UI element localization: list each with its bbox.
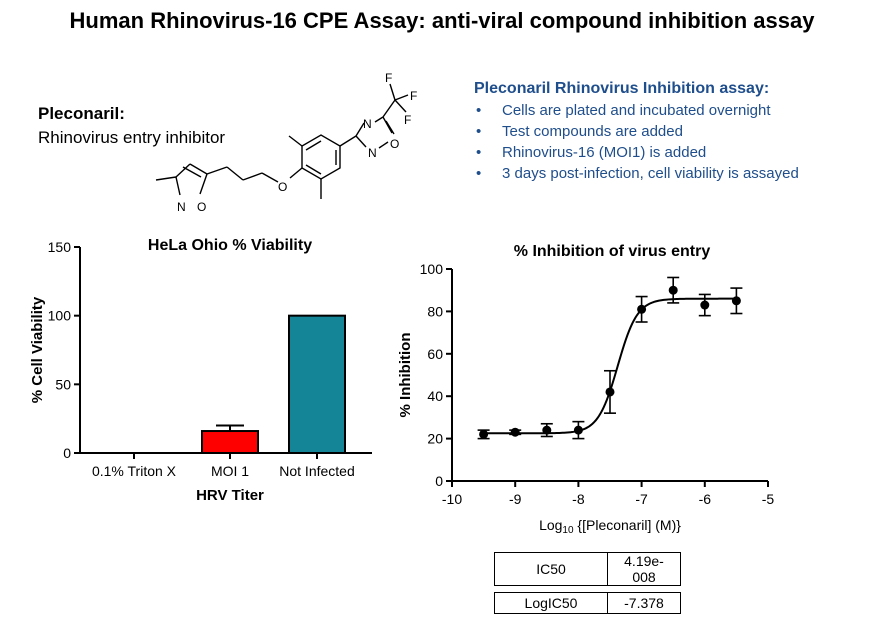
x-tick-label: MOI 1: [211, 463, 249, 479]
compound-info: Pleconaril: Rhinovirus entry inhibitor: [38, 102, 225, 150]
x-tick-label: -7: [635, 491, 648, 507]
data-point: [479, 429, 489, 439]
dose-chart-xlabel: Log10 {[Pleconaril] (M)}: [539, 517, 681, 536]
atom-label: N: [177, 200, 186, 214]
bar: [201, 430, 259, 455]
assay-step: Test compounds are added: [474, 121, 799, 142]
xlabel-suffix: {[Pleconaril] (M)}: [574, 517, 682, 533]
x-tick-label: -8: [572, 491, 585, 507]
bar-chart-title: HeLa Ohio % Viability: [148, 237, 312, 254]
atom-label: F: [404, 113, 411, 127]
data-point: [637, 304, 647, 314]
viability-bar-chart: HeLa Ohio % Viability % Cell Viability H…: [29, 237, 372, 504]
y-tick-label: 80: [427, 303, 443, 319]
atom-label: O: [278, 180, 287, 194]
x-tick-label: Not Infected: [279, 463, 355, 479]
atom-label: F: [410, 89, 417, 103]
bar: [288, 314, 346, 454]
xlabel-prefix: Log: [539, 517, 562, 533]
atom-label: O: [390, 137, 399, 151]
results-table: IC50 4.19e-008 LogIC50 -7.378: [494, 552, 681, 614]
assay-step: Cells are plated and incubated overnight: [474, 100, 799, 121]
bar-chart-xlabel: HRV Titer: [196, 487, 264, 504]
ic50-label: IC50: [494, 552, 608, 586]
dose-chart-title: % Inhibition of virus entry: [514, 243, 711, 260]
dose-chart-ylabel: % Inhibition: [397, 333, 414, 418]
y-tick-label: 60: [427, 346, 443, 362]
x-tick-label: -5: [762, 491, 775, 507]
assay-step: 3 days post-infection, cell viability is…: [474, 163, 799, 184]
atom-label: N: [363, 117, 372, 131]
data-point: [700, 300, 710, 310]
page-title: Human Rhinovirus-16 CPE Assay: anti-vira…: [69, 8, 815, 33]
y-tick-label: 40: [427, 388, 443, 404]
data-point: [605, 387, 615, 397]
data-point: [542, 425, 552, 435]
x-tick-label: -10: [442, 491, 462, 507]
y-tick-label: 100: [48, 308, 72, 324]
assay-heading: Pleconaril Rhinovirus Inhibition assay:: [474, 80, 770, 97]
compound-name: Pleconaril:: [38, 104, 125, 123]
y-tick-label: 150: [48, 239, 72, 255]
xlabel-subscript: 10: [562, 525, 574, 536]
data-point: [731, 296, 741, 306]
logic50-label: LogIC50: [494, 592, 608, 614]
assay-steps: Cells are plated and incubated overnight…: [474, 100, 799, 184]
y-tick-label: 0: [435, 473, 443, 489]
data-point: [510, 427, 520, 437]
structure-atoms: N O O N N O F F F: [177, 71, 417, 214]
compound-description: Rhinovirus entry inhibitor: [38, 128, 226, 147]
logic50-row: LogIC50 -7.378: [494, 592, 681, 614]
y-tick-label: 100: [420, 261, 444, 277]
y-tick-label: 50: [55, 376, 71, 392]
ic50-value: 4.19e-008: [607, 552, 681, 586]
structure-bonds: [155, 83, 409, 199]
dose-response-chart: % Inhibition of virus entry % Inhibition…: [397, 243, 775, 536]
ic50-row: IC50 4.19e-008: [494, 552, 681, 586]
x-tick-label: 0.1% Triton X: [92, 463, 177, 479]
x-tick-label: -9: [509, 491, 522, 507]
bar-chart-ylabel: % Cell Viability: [29, 296, 46, 403]
atom-label: F: [385, 71, 392, 85]
x-tick-label: -6: [699, 491, 712, 507]
atom-label: N: [368, 146, 377, 160]
logic50-value: -7.378: [607, 592, 681, 614]
atom-label: O: [197, 200, 206, 214]
data-point: [573, 425, 583, 435]
pleconaril-structure: N O O N N O F F F: [155, 71, 417, 214]
assay-description: Pleconaril Rhinovirus Inhibition assay: …: [474, 80, 799, 184]
data-point: [668, 285, 678, 295]
assay-step: Rhinovirus-16 (MOI1) is added: [474, 142, 799, 163]
y-tick-label: 0: [63, 445, 71, 461]
y-tick-label: 20: [427, 431, 443, 447]
